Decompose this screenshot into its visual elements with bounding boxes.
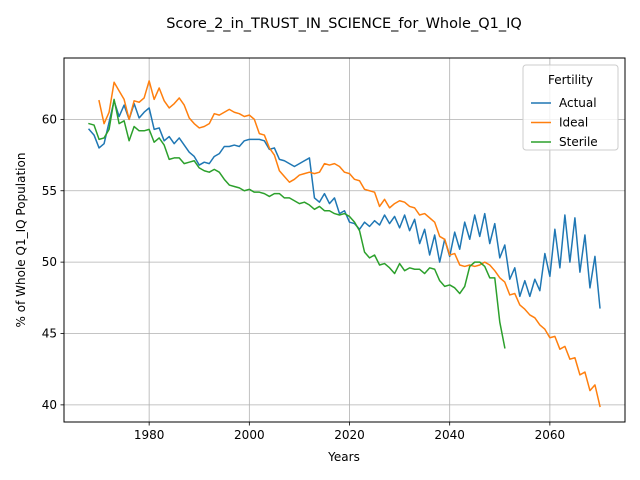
chart-title: Score_2_in_TRUST_IN_SCIENCE_for_Whole_Q1… [166,16,522,32]
series-line-sterile [88,98,506,349]
legend-label-actual: Actual [559,96,597,110]
y-tick-label: 55 [42,184,57,198]
legend-title: Fertility [548,73,593,87]
legend-box [522,64,619,151]
x-tick-label: 2040 [434,428,465,442]
series-line-ideal [98,80,601,408]
series-lines [87,80,601,408]
x-tick-label: 2020 [334,428,365,442]
x-tick-label: 1980 [134,428,165,442]
y-tick-label: 60 [42,112,57,126]
legend-label-ideal: Ideal [559,116,588,130]
legend: Fertility Actual Ideal Sterile [522,64,619,151]
x-tick-label: 2060 [535,428,566,442]
x-tick-label: 2000 [234,428,265,442]
y-axis: 40 45 50 55 60 [42,112,64,412]
y-tick-label: 45 [42,326,57,340]
x-axis-label: Years [327,450,360,464]
y-tick-label: 50 [42,255,57,269]
plot-frame [63,57,626,423]
x-axis: 1980 2000 2020 2040 2060 [134,422,565,442]
y-tick-label: 40 [42,398,57,412]
y-axis-label: % of Whole Q1_IQ Population [14,153,28,328]
series-line-actual [87,100,601,309]
legend-label-sterile: Sterile [559,135,598,149]
